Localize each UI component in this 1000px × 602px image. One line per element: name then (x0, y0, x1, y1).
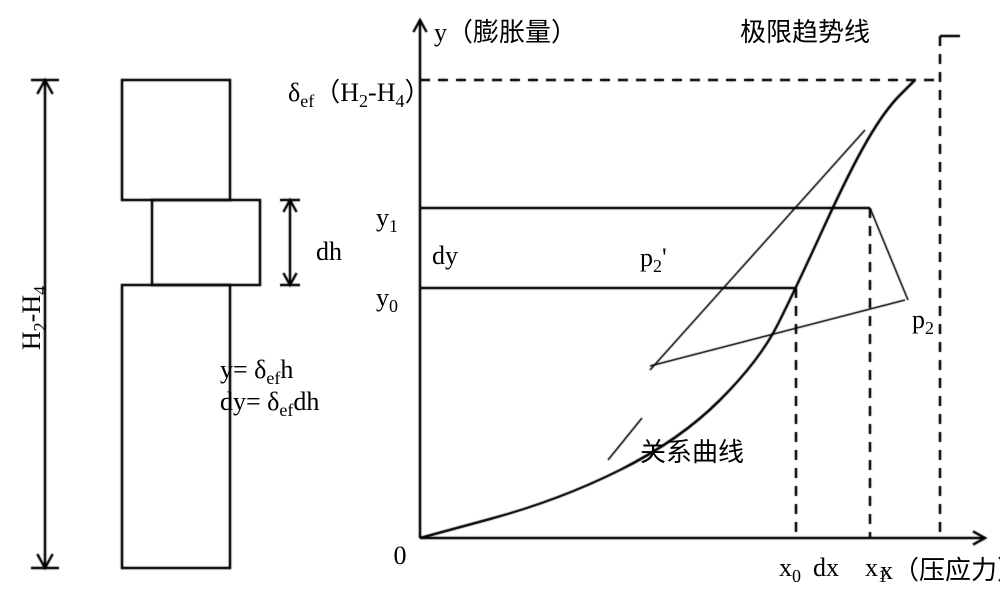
y-axis-title: y（膨胀量） (434, 12, 577, 49)
origin-label: 0 (394, 541, 407, 571)
limit-line-label: 极限趋势线 (740, 12, 870, 49)
p2-prime-label: p2' (640, 243, 667, 273)
formula-y: y= δefh (220, 355, 293, 385)
diagram-canvas (0, 0, 1000, 602)
curve-label: 关系曲线 (640, 432, 744, 469)
formula-dy: dy= δefdh (220, 387, 319, 417)
y0-label: y0 (376, 283, 398, 313)
p2-label: p2 (912, 305, 934, 335)
y1-label: y1 (376, 203, 398, 233)
x1-label: x1 (865, 553, 887, 583)
delta-ef-label: δef（H2-H4） (288, 72, 430, 109)
dx-label: dx (813, 553, 839, 583)
x0-label: x0 (779, 553, 801, 583)
dh-label: dh (316, 237, 342, 267)
dy-label: dy (432, 241, 458, 271)
dim-h2-h4-label: H2-H4 (17, 286, 47, 350)
x-axis-title: x（压应力） (880, 550, 1000, 587)
